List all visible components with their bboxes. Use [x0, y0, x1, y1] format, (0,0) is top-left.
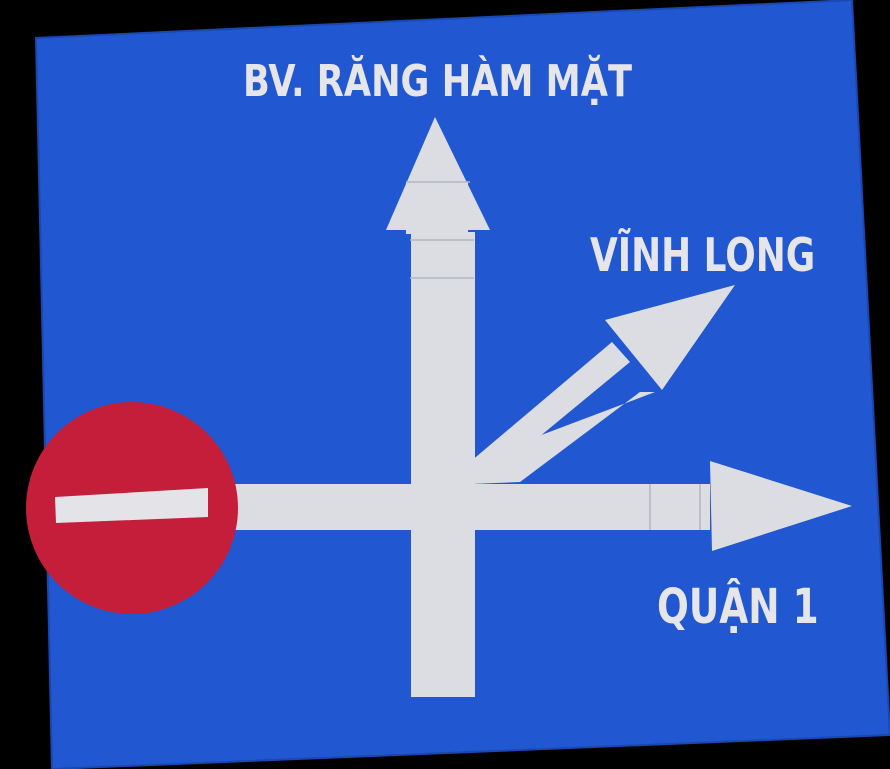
arrow-up-right-icon — [470, 285, 735, 484]
destination-label-north: BV. RĂNG HÀM MẶT — [243, 56, 632, 107]
destination-label-east: QUẬN 1 — [657, 579, 819, 635]
no-entry-icon — [26, 402, 238, 614]
arrow-right-icon — [232, 461, 852, 551]
destination-label-northeast: VĨNH LONG — [590, 228, 816, 282]
